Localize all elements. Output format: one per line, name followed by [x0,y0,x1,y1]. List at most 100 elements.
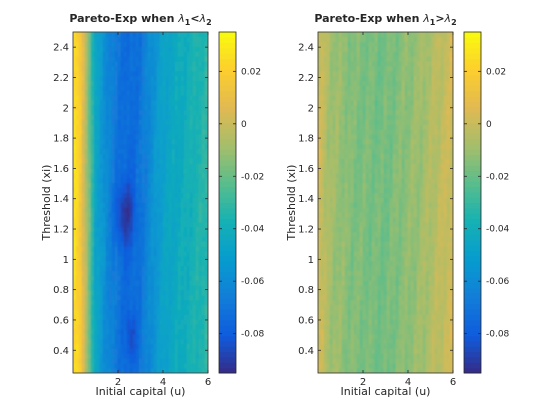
heatmap-cell [171,226,176,233]
heatmap-cell [341,328,346,335]
heatmap-cell [144,255,149,262]
heatmap-cell [90,46,95,52]
heatmap-cell [198,367,203,373]
heatmap-cell [380,304,385,310]
heatmap-cell [120,270,125,276]
heatmap-cell [138,367,143,373]
heatmap-cell [186,280,191,286]
heatmap-cell [117,328,122,335]
heatmap-cell [368,348,373,354]
heatmap-cell [341,85,346,91]
heatmap-cell [341,129,346,135]
heatmap-cell [156,309,161,315]
heatmap-cell [350,285,355,291]
heatmap-cell [377,177,382,184]
heatmap-cell [344,148,349,155]
heatmap-cell [96,143,101,150]
heatmap-cell [84,275,89,281]
heatmap-cell [120,246,125,252]
heatmap-cell [135,299,140,306]
heatmap-cell [356,60,361,67]
heatmap-cell [201,41,206,47]
heatmap-cell [141,207,146,213]
heatmap-cell [386,41,391,47]
heatmap-cell [111,32,116,38]
heatmap-cell [183,138,188,145]
heatmap-cell [96,255,101,262]
heatmap-cell [162,134,167,140]
heatmap-cell [320,56,325,62]
heatmap-cell [138,309,143,315]
heatmap-cell [186,211,191,218]
heatmap-cell [180,187,185,194]
heatmap-cell [75,197,80,203]
heatmap-cell [114,280,119,286]
heatmap-cell [144,163,149,169]
colorbar-1: 0.020-0.02-0.04-0.06-0.08 [218,31,265,374]
heatmap-cell [153,250,158,257]
heatmap-cell [341,275,346,281]
heatmap-cell [165,236,170,242]
heatmap-cell [171,134,176,140]
heatmap-cell [144,129,149,135]
heatmap-cell [141,280,146,286]
heatmap-cell [84,148,89,155]
heatmap-cell [105,338,110,345]
heatmap-cell [183,104,188,111]
heatmap-cell [365,41,370,47]
heatmap-cell [189,129,194,135]
heatmap-cell [362,119,367,125]
heatmap-cell [320,207,325,213]
heatmap-cell [347,309,352,315]
heatmap-cell [341,65,346,72]
heatmap-cell [383,158,388,164]
heatmap-cell [132,119,137,125]
heatmap-cell [380,36,385,43]
heatmap-cell [326,119,331,125]
heatmap-cell [73,216,77,223]
heatmap-cell [323,119,328,125]
heatmap-cell [177,60,182,67]
heatmap-cell [105,95,110,101]
heatmap-cell [153,338,158,345]
heatmap-cell [126,36,131,43]
heatmap-cell [198,246,203,252]
heatmap-cell [123,95,128,101]
heatmap-cell [323,353,328,359]
heatmap-cell [171,153,176,159]
heatmap-cell [73,163,77,169]
heatmap-cell [132,221,137,228]
heatmap-cell [386,148,391,155]
heatmap-cell [365,338,370,345]
heatmap-cell [365,333,370,340]
heatmap-cell [138,353,143,359]
heatmap-cell [90,275,95,281]
heatmap-cell [114,60,119,67]
heatmap-cell [153,202,158,208]
heatmap-cell [359,353,364,359]
heatmap-cell [171,250,176,257]
heatmap-cell [90,129,95,135]
heatmap-cell [380,70,385,77]
heatmap-cell [386,285,391,291]
heatmap-cell [377,41,382,47]
heatmap-cell [335,246,340,252]
heatmap-cell [87,236,92,242]
heatmap-cell [338,51,343,57]
heatmap-cell [383,143,388,150]
heatmap-cell [141,353,146,359]
heatmap-cell [180,129,185,135]
heatmap-cell [192,255,197,262]
heatmap-cell [332,70,337,77]
heatmap-cell [159,211,164,218]
heatmap-cell [93,231,98,237]
heatmap-cell [326,172,331,179]
heatmap-cell [126,323,131,330]
heatmap-cell [114,95,119,101]
heatmap-cell [105,250,110,257]
heatmap-cell [380,85,385,91]
heatmap-cell [177,211,182,218]
heatmap-cell [347,182,352,189]
heatmap-cell [332,314,337,320]
heatmap-cell [177,265,182,271]
